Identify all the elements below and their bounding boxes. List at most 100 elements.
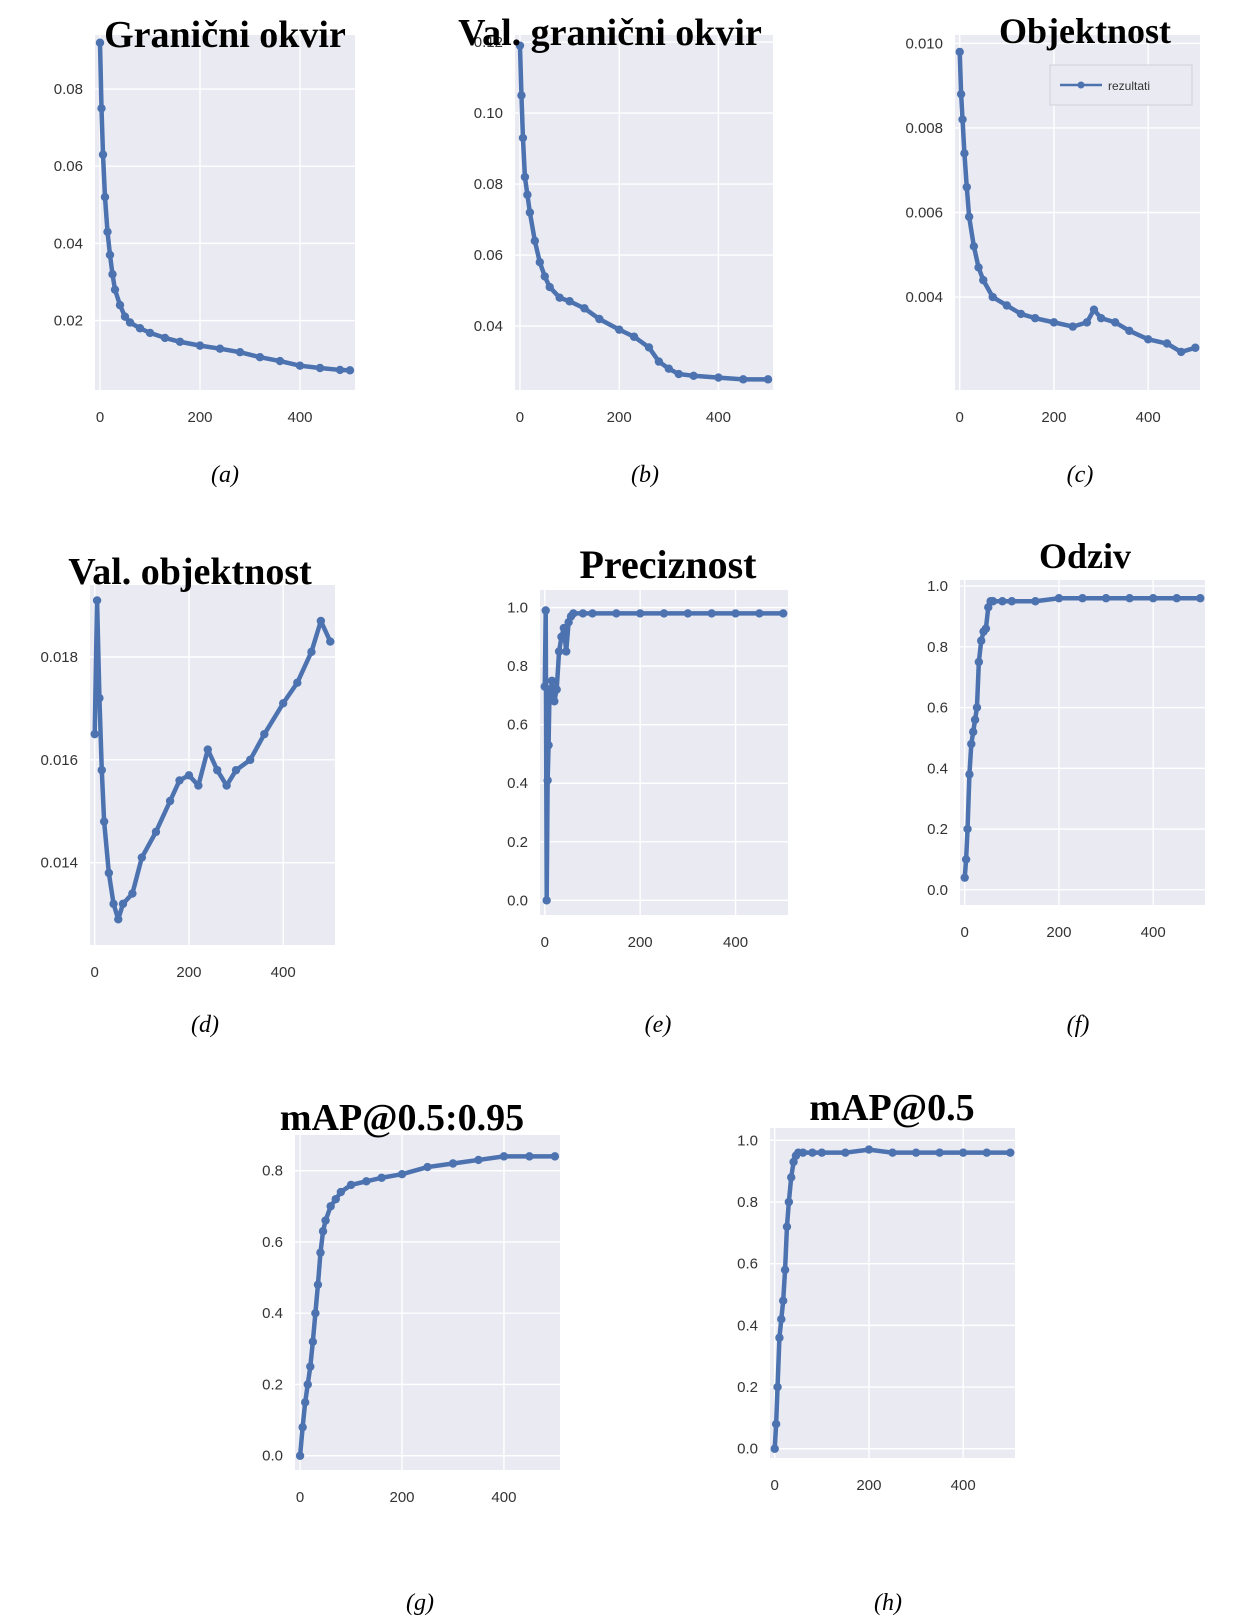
y-tick-label: 0.04 (474, 318, 503, 335)
data-point (557, 632, 566, 642)
data-point (955, 47, 964, 57)
data-point (316, 616, 326, 626)
data-point (778, 1296, 788, 1305)
data-point (448, 1159, 458, 1168)
data-point (771, 1419, 781, 1429)
data-point (499, 1152, 509, 1161)
data-point (714, 373, 723, 382)
data-point (1191, 343, 1200, 352)
data-point (345, 366, 355, 375)
data-point (275, 356, 285, 366)
data-point (331, 1194, 340, 1204)
y-tick-label: 0.004 (905, 289, 943, 306)
data-point (103, 227, 112, 236)
data-point (125, 318, 135, 327)
figure-caption: (d) (191, 1012, 219, 1038)
data-point (974, 657, 984, 667)
x-tick-label: 0 (961, 924, 969, 941)
data-point (998, 597, 1007, 606)
y-tick-label: 0.8 (507, 658, 528, 675)
data-point (808, 1148, 817, 1157)
data-point (474, 1155, 483, 1165)
data-point (295, 361, 305, 370)
data-point (1125, 594, 1134, 603)
data-point (964, 212, 974, 221)
data-point (1125, 326, 1134, 336)
x-tick-label: 0 (296, 1489, 304, 1506)
data-point (97, 765, 106, 775)
legend-marker (1077, 81, 1085, 89)
data-point (321, 1216, 330, 1225)
data-point (773, 1382, 782, 1392)
data-point (517, 91, 526, 100)
data-point (278, 699, 288, 708)
y-tick-label: 0.0 (737, 1441, 758, 1458)
data-point (175, 337, 185, 346)
data-point (97, 104, 106, 113)
data-point (988, 292, 997, 302)
data-point (578, 609, 588, 618)
data-point (300, 1398, 310, 1407)
y-tick-label: 0.2 (737, 1379, 758, 1396)
y-tick-label: 0.8 (737, 1194, 758, 1211)
data-point (137, 853, 147, 862)
data-point (362, 1177, 371, 1186)
data-point (151, 827, 161, 837)
figure-caption: (h) (874, 1590, 902, 1616)
data-point (779, 609, 788, 618)
data-point (175, 776, 184, 785)
data-point (316, 1248, 325, 1257)
y-tick-label: 0.010 (905, 35, 943, 52)
data-point (100, 192, 110, 202)
data-point (311, 1308, 320, 1318)
data-point (1068, 322, 1077, 331)
data-point (1110, 318, 1120, 327)
data-point (336, 1187, 346, 1197)
x-tick-label: 400 (491, 1489, 516, 1506)
data-point (518, 133, 528, 143)
data-point (545, 282, 554, 292)
y-tick-label: 0.6 (262, 1234, 283, 1251)
y-tick-label: 0.08 (474, 176, 503, 193)
y-tick-label: 1.0 (737, 1132, 758, 1149)
data-point (541, 606, 550, 615)
data-point (612, 609, 621, 618)
data-point (963, 824, 972, 834)
data-point (313, 1280, 323, 1289)
data-point (961, 855, 971, 864)
data-point (260, 729, 269, 739)
data-point (1007, 597, 1017, 606)
figure-caption: (a) (211, 462, 239, 488)
data-point (554, 647, 564, 656)
data-point (559, 623, 569, 633)
data-point (1096, 313, 1106, 323)
y-tick-label: 0.2 (507, 834, 528, 851)
x-tick-label: 200 (856, 1477, 881, 1494)
x-tick-label: 0 (96, 409, 104, 426)
x-tick-label: 400 (271, 964, 296, 981)
data-point (307, 647, 316, 657)
legend-label: rezultati (1108, 79, 1150, 93)
plot-area (540, 590, 788, 915)
y-tick-label: 0.2 (262, 1376, 283, 1393)
data-point (542, 896, 551, 905)
chart-title: mAP@0.5:0.95 (280, 1097, 524, 1139)
data-point (95, 38, 105, 47)
y-tick-label: 0.4 (927, 760, 948, 777)
data-point (664, 364, 674, 373)
y-tick-label: 0.6 (737, 1256, 758, 1273)
data-point (555, 293, 564, 302)
data-point (1054, 594, 1064, 603)
data-point (315, 363, 325, 373)
data-point (958, 115, 967, 124)
data-point (523, 190, 532, 199)
y-tick-label: 0.08 (54, 81, 83, 98)
data-point (222, 781, 231, 790)
data-point (135, 324, 145, 333)
y-tick-label: 0.014 (40, 855, 78, 872)
data-point (515, 41, 525, 50)
x-tick-label: 200 (607, 409, 632, 426)
chart-title: Val. objektnost (68, 551, 312, 593)
data-point (967, 739, 976, 749)
